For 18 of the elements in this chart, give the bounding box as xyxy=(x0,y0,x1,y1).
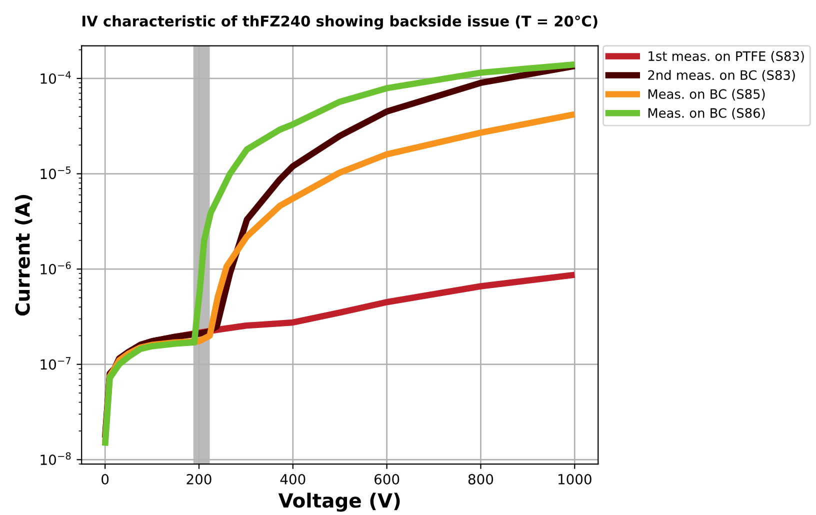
y-tick-label: 10$^{−7}$ xyxy=(40,357,71,370)
legend-label: Meas. on BC (S85) xyxy=(648,88,765,100)
x-axis-title: Voltage (V) xyxy=(278,492,400,512)
legend-label: Meas. on BC (S86) xyxy=(648,108,765,120)
legend-label: 1st meas. on PTFE (S83) xyxy=(648,51,804,63)
chart-title: IV characteristic of thFZ240 showing backside issue (T = 20°C) xyxy=(82,15,598,30)
x-tick-label: 0 xyxy=(102,474,109,484)
x-tick-label: 1000 xyxy=(558,474,592,484)
y-tick-label: 10$^{−8}$ xyxy=(40,452,71,466)
legend-label: 2nd meas. on BC (S83) xyxy=(648,70,795,82)
y-tick-label: 10$^{−5}$ xyxy=(40,166,71,180)
x-tick-label: 200 xyxy=(186,474,212,484)
x-tick-label: 400 xyxy=(280,474,306,484)
y-axis-title: Current (A) xyxy=(14,194,32,316)
y-tick-label: 10$^{−6}$ xyxy=(40,262,71,274)
x-tick-label: 600 xyxy=(374,474,400,484)
x-tick-label: 800 xyxy=(468,474,494,484)
y-tick-label: 10$^{−4}$ xyxy=(40,71,71,84)
